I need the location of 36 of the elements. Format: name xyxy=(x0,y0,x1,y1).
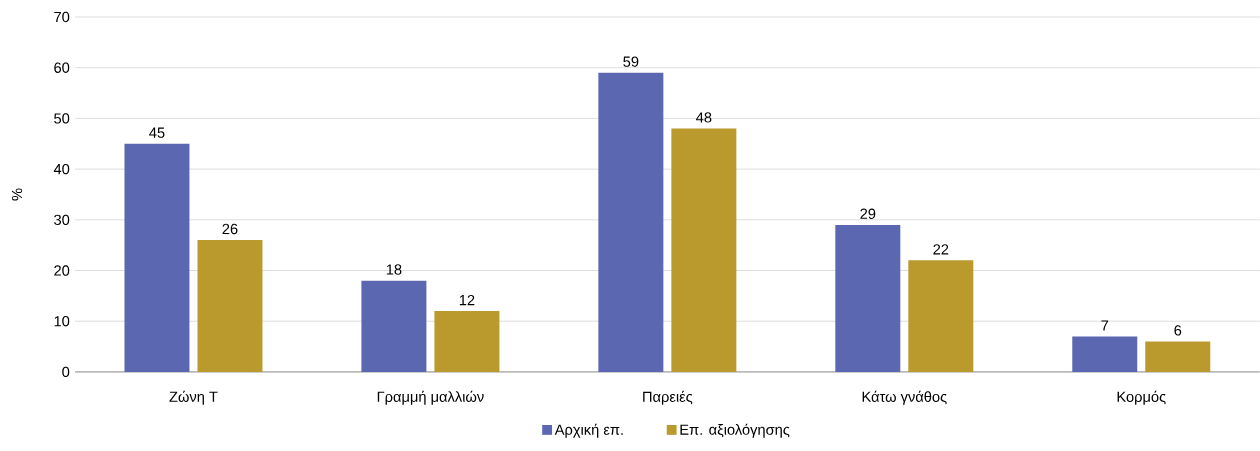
data-label: 22 xyxy=(933,244,949,255)
bar xyxy=(124,143,190,372)
x-tick-label: Γραμμή μαλλιών xyxy=(377,390,484,405)
bar xyxy=(908,260,974,372)
x-tick-label: Κάτω γνάθος xyxy=(862,390,947,405)
legend-label: Αρχική επ. xyxy=(554,423,623,438)
bar xyxy=(361,280,427,372)
y-tick-label: 60 xyxy=(54,62,70,73)
x-tick-label: Παρειές xyxy=(643,390,693,405)
data-label: 26 xyxy=(222,223,238,235)
x-tick-label: Κορμός xyxy=(1117,390,1166,405)
data-label: 12 xyxy=(459,294,475,306)
bar xyxy=(197,240,263,372)
y-tick-label: 70 xyxy=(54,11,70,23)
bar xyxy=(598,72,664,372)
data-label: 29 xyxy=(860,208,876,219)
legend-label: Επ. αξιολόγησης xyxy=(680,423,790,438)
data-label: 59 xyxy=(623,56,639,67)
x-tick-label: Ζώνη Τ xyxy=(169,390,218,405)
data-label: 18 xyxy=(386,264,402,275)
y-tick-label: 0 xyxy=(62,366,70,378)
y-axis-title: % xyxy=(11,188,23,201)
bar xyxy=(1072,336,1138,372)
y-tick-label: 30 xyxy=(54,214,70,226)
data-label: 6 xyxy=(1174,325,1182,336)
bar xyxy=(835,224,901,372)
bar xyxy=(671,128,737,372)
data-label: 48 xyxy=(696,112,712,123)
y-tick-label: 10 xyxy=(54,316,70,327)
bar xyxy=(1145,341,1211,372)
y-tick-label: 40 xyxy=(53,163,70,175)
data-label: 7 xyxy=(1101,320,1109,331)
data-label: 45 xyxy=(149,127,165,138)
y-tick-label: 50 xyxy=(54,113,70,124)
bar xyxy=(434,311,500,372)
y-tick-label: 20 xyxy=(54,265,70,276)
